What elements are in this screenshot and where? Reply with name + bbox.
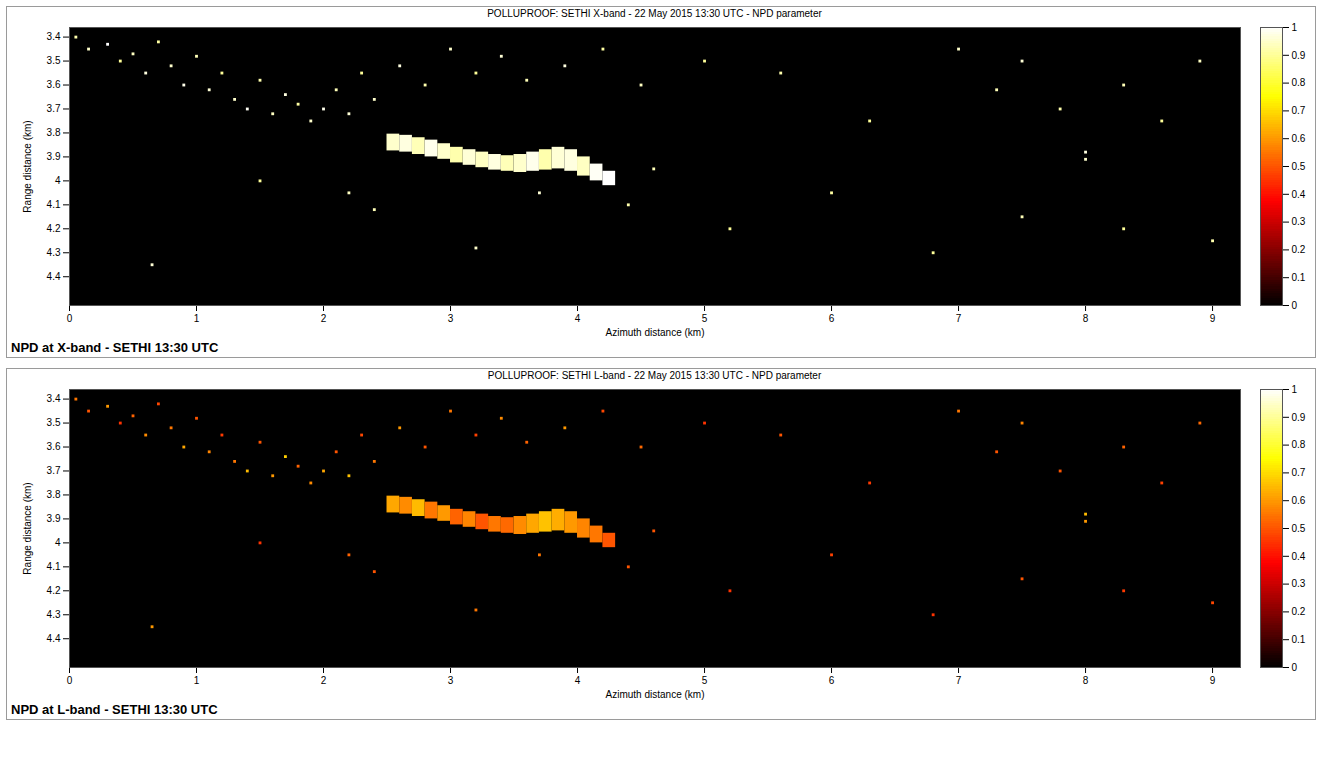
svg-text:3.8: 3.8 (47, 489, 61, 500)
svg-text:3.9: 3.9 (47, 151, 61, 162)
svg-text:4: 4 (575, 675, 581, 686)
svg-text:0.5: 0.5 (1292, 161, 1306, 172)
svg-text:3.4: 3.4 (47, 393, 61, 404)
html-text:POLLUPROOF: SETHI L-band - 22: POLLUPROOF: SETHI L-band - 22 May 2015 1… (487, 370, 822, 381)
svg-text:2: 2 (321, 313, 327, 324)
svg-text:0.3: 0.3 (1292, 578, 1306, 589)
svg-text:0.9: 0.9 (1292, 412, 1306, 423)
svg-text:3.8: 3.8 (47, 127, 61, 138)
svg-text:4.3: 4.3 (47, 247, 61, 258)
svg-text:0: 0 (67, 313, 73, 324)
svg-text:0.1: 0.1 (1292, 634, 1306, 645)
svg-text:1: 1 (194, 313, 200, 324)
svg-text:0.9: 0.9 (1292, 50, 1306, 61)
svg-text:0.1: 0.1 (1292, 272, 1306, 283)
svg-text:3.7: 3.7 (47, 465, 61, 476)
svg-text:4.2: 4.2 (47, 223, 61, 234)
svg-text:0.6: 0.6 (1292, 495, 1306, 506)
svg-text:3.5: 3.5 (47, 55, 61, 66)
svg-text:7: 7 (956, 313, 962, 324)
svg-text:Azimuth distance (km): Azimuth distance (km) (606, 327, 705, 338)
svg-text:0.2: 0.2 (1292, 244, 1306, 255)
svg-text:3.4: 3.4 (47, 31, 61, 42)
svg-text:3.9: 3.9 (47, 513, 61, 524)
svg-text:0.4: 0.4 (1292, 189, 1306, 200)
html-text:NPD at L-band - SETHI 13:30 UT: NPD at L-band - SETHI 13:30 UTC (11, 702, 218, 717)
svg-text:4.4: 4.4 (47, 633, 61, 644)
svg-text:0.8: 0.8 (1292, 439, 1306, 450)
svg-text:9: 9 (1210, 313, 1216, 324)
html-text:POLLUPROOF: SETHI X-band - 22: POLLUPROOF: SETHI X-band - 22 May 2015 1… (487, 8, 822, 19)
svg-text:8: 8 (1083, 675, 1089, 686)
svg-text:Range distance (km): Range distance (km) (22, 482, 33, 574)
svg-text:5: 5 (702, 675, 708, 686)
svg-text:4.2: 4.2 (47, 585, 61, 596)
svg-text:3.6: 3.6 (47, 79, 61, 90)
svg-text:3.6: 3.6 (47, 441, 61, 452)
svg-text:8: 8 (1083, 313, 1089, 324)
svg-text:6: 6 (829, 675, 835, 686)
svg-text:0: 0 (1292, 300, 1298, 311)
svg-text:7: 7 (956, 675, 962, 686)
svg-text:0: 0 (1292, 662, 1298, 673)
svg-text:1: 1 (1292, 384, 1298, 395)
svg-text:0: 0 (67, 675, 73, 686)
svg-text:3.7: 3.7 (47, 103, 61, 114)
svg-text:0.2: 0.2 (1292, 606, 1306, 617)
svg-text:4: 4 (55, 537, 61, 548)
svg-text:3: 3 (448, 675, 454, 686)
svg-text:4.1: 4.1 (47, 561, 61, 572)
svg-text:4: 4 (575, 313, 581, 324)
svg-text:0.3: 0.3 (1292, 216, 1306, 227)
svg-text:3.5: 3.5 (47, 417, 61, 428)
svg-text:0.7: 0.7 (1292, 467, 1306, 478)
svg-text:Azimuth distance (km): Azimuth distance (km) (606, 689, 705, 700)
svg-text:4.1: 4.1 (47, 199, 61, 210)
svg-text:5: 5 (702, 313, 708, 324)
svg-text:3: 3 (448, 313, 454, 324)
svg-text:0.4: 0.4 (1292, 551, 1306, 562)
html-text:NPD at X-band - SETHI 13:30 UT: NPD at X-band - SETHI 13:30 UTC (11, 340, 219, 355)
svg-text:4: 4 (55, 175, 61, 186)
svg-text:1: 1 (1292, 22, 1298, 33)
svg-text:0.7: 0.7 (1292, 105, 1306, 116)
svg-text:9: 9 (1210, 675, 1216, 686)
svg-text:0.6: 0.6 (1292, 133, 1306, 144)
svg-text:0.8: 0.8 (1292, 77, 1306, 88)
svg-text:4.4: 4.4 (47, 271, 61, 282)
svg-text:4.3: 4.3 (47, 609, 61, 620)
svg-text:1: 1 (194, 675, 200, 686)
svg-text:2: 2 (321, 675, 327, 686)
svg-text:Range distance (km): Range distance (km) (22, 120, 33, 212)
svg-text:6: 6 (829, 313, 835, 324)
svg-text:0.5: 0.5 (1292, 523, 1306, 534)
